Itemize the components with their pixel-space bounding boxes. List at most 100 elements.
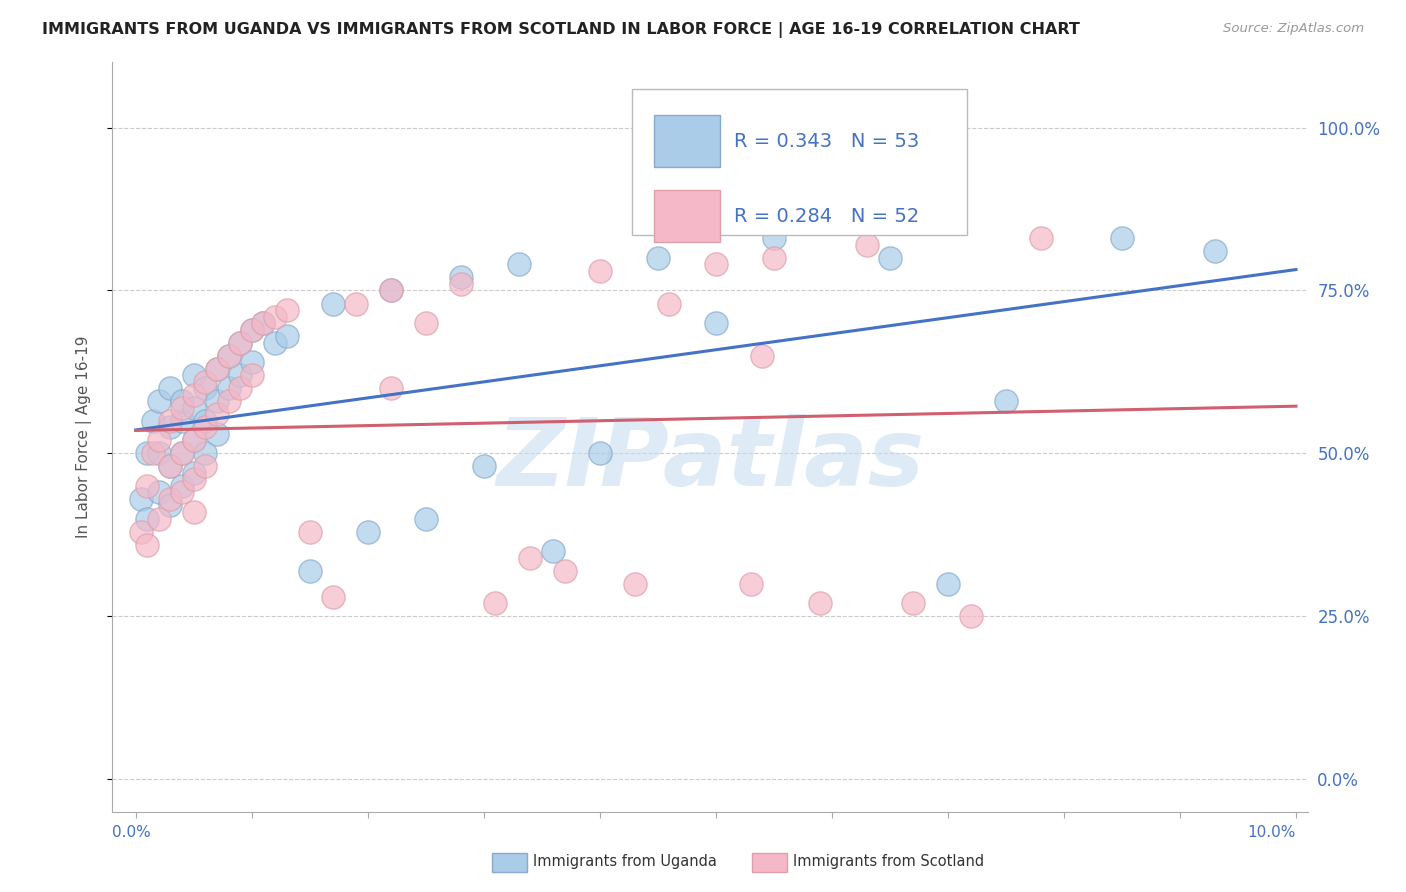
- Point: [142, 446, 165, 460]
- Point: [172, 446, 194, 460]
- Point: [159, 381, 181, 395]
- Point: [264, 335, 287, 350]
- Point: [519, 550, 541, 565]
- Text: ZIPatlas: ZIPatlas: [496, 414, 924, 506]
- Point: [484, 596, 506, 610]
- Point: [808, 596, 831, 610]
- Point: [205, 361, 228, 376]
- Point: [298, 524, 321, 539]
- Point: [240, 355, 263, 369]
- Point: [252, 316, 274, 330]
- Point: [148, 394, 170, 409]
- Point: [960, 609, 983, 624]
- Point: [298, 564, 321, 578]
- Point: [357, 524, 380, 539]
- Point: [658, 296, 681, 310]
- Point: [205, 361, 228, 376]
- Point: [415, 316, 437, 330]
- Text: IMMIGRANTS FROM UGANDA VS IMMIGRANTS FROM SCOTLAND IN LABOR FORCE | AGE 16-19 CO: IMMIGRANTS FROM UGANDA VS IMMIGRANTS FRO…: [42, 22, 1080, 38]
- Point: [380, 284, 402, 298]
- Point: [172, 479, 194, 493]
- Point: [148, 511, 170, 525]
- Bar: [654, 115, 720, 168]
- Point: [205, 407, 228, 421]
- Point: [415, 511, 437, 525]
- Point: [762, 251, 785, 265]
- Point: [148, 434, 170, 448]
- Point: [136, 446, 159, 460]
- Point: [136, 511, 159, 525]
- Point: [1111, 231, 1133, 245]
- Point: [1204, 244, 1226, 259]
- Text: R = 0.284   N = 52: R = 0.284 N = 52: [734, 207, 920, 226]
- Point: [183, 434, 205, 448]
- Point: [380, 381, 402, 395]
- Point: [994, 394, 1017, 409]
- Point: [589, 446, 612, 460]
- Point: [623, 576, 645, 591]
- Point: [183, 472, 205, 486]
- Point: [218, 381, 240, 395]
- Point: [472, 459, 495, 474]
- Point: [194, 420, 217, 434]
- Point: [647, 251, 669, 265]
- Point: [879, 251, 901, 265]
- Point: [131, 524, 153, 539]
- Point: [322, 590, 344, 604]
- Point: [229, 368, 252, 383]
- Point: [901, 596, 924, 610]
- Point: [148, 485, 170, 500]
- Point: [136, 479, 159, 493]
- Text: 10.0%: 10.0%: [1247, 825, 1296, 839]
- Point: [450, 270, 472, 285]
- Point: [142, 414, 165, 428]
- Point: [240, 322, 263, 336]
- Point: [450, 277, 472, 291]
- Point: [194, 381, 217, 395]
- Point: [554, 564, 576, 578]
- Point: [229, 335, 252, 350]
- Point: [183, 401, 205, 415]
- Point: [159, 499, 181, 513]
- Text: 0.0%: 0.0%: [112, 825, 152, 839]
- Point: [508, 257, 530, 271]
- Point: [380, 284, 402, 298]
- Point: [194, 446, 217, 460]
- Point: [821, 211, 844, 226]
- Point: [252, 316, 274, 330]
- Point: [543, 544, 565, 558]
- Point: [148, 446, 170, 460]
- Point: [159, 459, 181, 474]
- Point: [762, 231, 785, 245]
- Point: [183, 368, 205, 383]
- Point: [322, 296, 344, 310]
- Text: Immigrants from Uganda: Immigrants from Uganda: [533, 854, 717, 869]
- Point: [194, 375, 217, 389]
- Point: [159, 491, 181, 506]
- Point: [218, 394, 240, 409]
- Point: [205, 394, 228, 409]
- Point: [183, 466, 205, 480]
- Point: [229, 335, 252, 350]
- Point: [218, 349, 240, 363]
- Point: [704, 316, 727, 330]
- Point: [172, 401, 194, 415]
- Point: [172, 414, 194, 428]
- Point: [183, 388, 205, 402]
- Point: [183, 434, 205, 448]
- Point: [218, 349, 240, 363]
- Point: [183, 505, 205, 519]
- Point: [855, 238, 877, 252]
- Point: [172, 485, 194, 500]
- Point: [740, 576, 762, 591]
- Point: [159, 459, 181, 474]
- Text: Immigrants from Scotland: Immigrants from Scotland: [793, 854, 984, 869]
- Point: [240, 322, 263, 336]
- Bar: [654, 190, 720, 243]
- Text: Source: ZipAtlas.com: Source: ZipAtlas.com: [1223, 22, 1364, 36]
- Point: [159, 414, 181, 428]
- Point: [194, 459, 217, 474]
- Point: [131, 491, 153, 506]
- Point: [172, 446, 194, 460]
- Point: [704, 257, 727, 271]
